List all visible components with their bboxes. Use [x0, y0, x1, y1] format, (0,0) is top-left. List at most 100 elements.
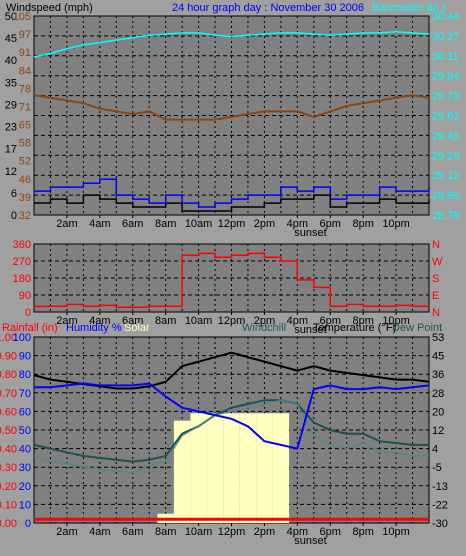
- baro-right-ytick-label: 28.96: [432, 190, 460, 202]
- temp-right-ytick-label: -13: [432, 481, 448, 493]
- direction-sunset-label: sunset: [294, 324, 326, 336]
- temp-right-ytick-label: 12: [432, 425, 444, 437]
- compass-right-ytick-label: E: [432, 290, 439, 302]
- humidity-left-ytick-label: 80: [19, 369, 31, 381]
- wind-left-ytick-label: 40: [5, 55, 17, 67]
- wind-left-ytick-label: 29: [5, 99, 17, 111]
- direction-left-ytick-label: 180: [13, 273, 31, 285]
- direction-xtick-label: 8pm: [352, 315, 373, 327]
- dewpoint-line: [33, 399, 429, 463]
- temp-left-ytick-label: 52: [19, 156, 31, 168]
- windspeed-line: [34, 194, 430, 212]
- wind-sunset-label: sunset: [294, 227, 326, 239]
- temp-right-ytick-label: 53: [432, 332, 444, 344]
- weather-xtick-label: 6am: [122, 526, 143, 538]
- weather-sunset-label: sunset: [294, 535, 326, 547]
- wind-xtick-label: 6am: [122, 218, 143, 230]
- rain-left-ytick-label: 0.00: [0, 518, 17, 530]
- weather-xtick-label: 6pm: [320, 526, 341, 538]
- baro-right-ytick-label: 30.44: [432, 11, 460, 23]
- baro-right-ytick-label: 29.29: [432, 150, 460, 162]
- temp-right-ytick-label: 4: [432, 444, 438, 456]
- direction-left-ytick-label: 360: [13, 239, 31, 251]
- direction-xtick-label: 6am: [122, 315, 143, 327]
- baro-right-ytick-label: 29.94: [432, 71, 460, 83]
- weather-xtick-label: 2am: [56, 526, 77, 538]
- humidity-left-ytick-label: 10: [19, 499, 31, 511]
- rain-left-ytick-label: 0.50: [0, 425, 17, 437]
- wind-left-ytick-label: 0: [11, 210, 17, 222]
- baro-right-ytick-label: 29.78: [432, 91, 460, 103]
- legend-entry: Humidity %: [66, 322, 122, 334]
- rain-left-ytick-label: 0.40: [0, 444, 17, 456]
- solar-bar: [272, 413, 290, 523]
- humidity-line: [34, 382, 430, 450]
- wind-xtick-label: 10pm: [382, 218, 410, 230]
- humidity-left-ytick-label: 40: [19, 444, 31, 456]
- baro-right-ytick-label: 29.62: [432, 111, 460, 123]
- weather-xtick-label: 12pm: [218, 526, 246, 538]
- temperature-line: [33, 94, 430, 121]
- humidity-left-ytick-label: 20: [19, 481, 31, 493]
- direction-xtick-label: 10pm: [382, 315, 410, 327]
- humidity-left-ytick-label: 60: [19, 406, 31, 418]
- direction-xtick-label: 2am: [56, 315, 77, 327]
- temp-left-ytick-label: 58: [19, 138, 31, 150]
- humidity-left-ytick-label: 70: [19, 388, 31, 400]
- direction-left-ytick-label: 270: [13, 256, 31, 268]
- graph-date-title: 24 hour graph day : November 30 2006: [172, 2, 364, 14]
- rain-left-ytick-label: 0.10: [0, 499, 17, 511]
- wind-xtick-label: 10am: [185, 218, 213, 230]
- direction-xtick-label: 4am: [89, 315, 110, 327]
- rain-left-ytick-label: 0.30: [0, 462, 17, 474]
- rain-left-ytick-label: 1.00: [0, 332, 17, 344]
- temp-left-ytick-label: 32: [19, 210, 31, 222]
- wind-left-ytick-label: 45: [5, 33, 17, 45]
- wind-left-ytick-label: 23: [5, 122, 17, 134]
- windspeed-title: Windspeed (mph): [6, 2, 93, 14]
- rain-left-ytick-label: 0.80: [0, 369, 17, 381]
- wind-left-ytick-label: 17: [5, 144, 17, 156]
- legend-entry: Rainfall (in): [2, 322, 58, 334]
- solar-bar: [173, 420, 191, 523]
- weather-xtick-label: 4pm: [287, 526, 308, 538]
- direction-left-ytick-label: 90: [19, 290, 31, 302]
- wind-xtick-label: 8am: [155, 218, 176, 230]
- baro-right-ytick-label: 28.79: [432, 210, 460, 222]
- direction-xtick-label: 4pm: [287, 315, 308, 327]
- temp-left-ytick-label: 65: [19, 120, 31, 132]
- legend-entry: Temperature (°F): [313, 322, 396, 334]
- baro-right-ytick-label: 30.11: [432, 51, 459, 63]
- humidity-left-ytick-label: 50: [19, 425, 31, 437]
- temp-right-ytick-label: -5: [432, 462, 442, 474]
- temp-right-ytick-label: -22: [432, 499, 448, 511]
- direction-line: [34, 252, 429, 309]
- direction-xtick-label: 12pm: [218, 315, 246, 327]
- temp-right-ytick-label: 45: [432, 351, 444, 363]
- wind-left-ytick-label: 50: [5, 11, 17, 23]
- weather-xtick-label: 4am: [89, 526, 110, 538]
- temp-right-ytick-label: 28: [432, 388, 444, 400]
- barometer-line: [33, 30, 430, 58]
- gust-line: [34, 178, 430, 208]
- solar-bar: [206, 413, 224, 523]
- rain-left-ytick-label: 0.70: [0, 388, 17, 400]
- weather-xtick-label: 10am: [185, 526, 213, 538]
- legend-entry: Solar: [124, 322, 150, 334]
- humidity-left-ytick-label: 0: [25, 518, 31, 530]
- wind-xtick-label: 2am: [56, 218, 77, 230]
- rain-left-ytick-label: 0.60: [0, 406, 17, 418]
- temp-left-ytick-label: 84: [19, 65, 31, 77]
- temp-left-ytick-label: 46: [19, 174, 31, 186]
- compass-right-ytick-label: W: [432, 256, 443, 268]
- rain-left-ytick-label: 0.90: [0, 351, 17, 363]
- temp-right-ytick-label: 36: [432, 369, 444, 381]
- wind-left-ytick-label: 35: [5, 77, 17, 89]
- windchill-line: [33, 399, 429, 474]
- temp-left-ytick-label: 91: [19, 47, 31, 59]
- direction-xtick-label: 8am: [155, 315, 176, 327]
- baro-right-ytick-label: 29.45: [432, 130, 460, 142]
- compass-right-ytick-label: S: [432, 273, 439, 285]
- temp-right-ytick-label: -30: [432, 518, 448, 530]
- wind-left-ytick-label: 12: [5, 166, 17, 178]
